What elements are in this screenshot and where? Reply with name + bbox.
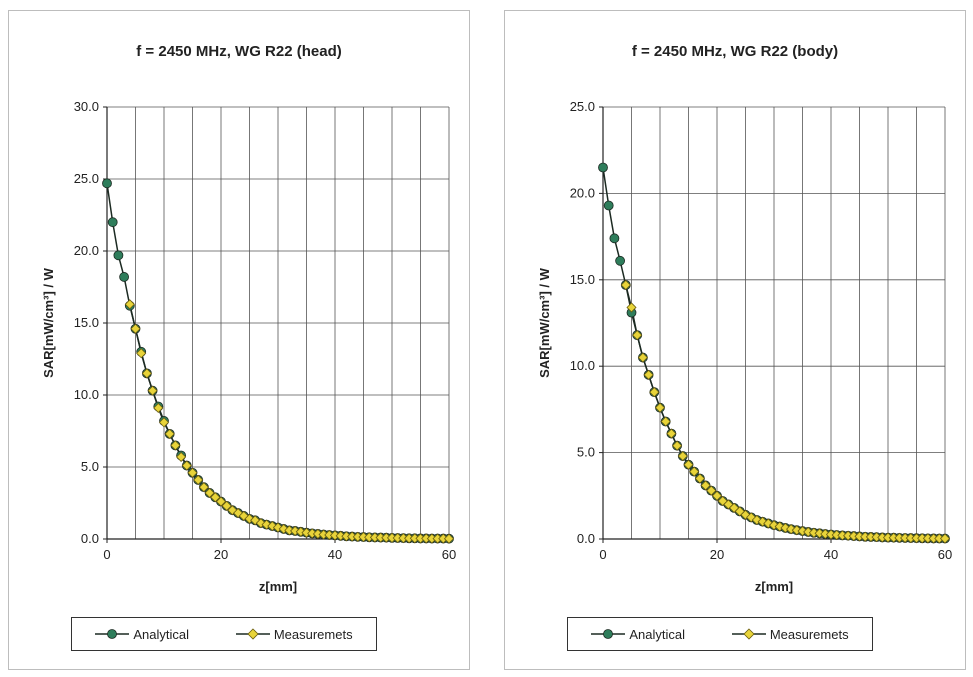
data-point-measuremets [654,402,666,413]
x-tick-label: 20 [214,547,228,562]
data-point-measuremets [124,299,135,310]
data-point-measuremets [706,485,717,496]
data-point-analytical [609,233,620,244]
y-tick-label: 0.0 [81,531,99,546]
x-tick-label: 60 [442,547,456,562]
y-tick-label: 10.0 [74,387,99,402]
x-tick-label: 0 [599,547,606,562]
legend-measuremets-symbol [731,628,766,640]
data-point-measuremets [660,416,671,427]
data-point-measuremets [649,387,660,398]
data-point-measuremets [153,402,164,414]
chart-title: f = 2450 MHz, WG R22 (head) [136,43,342,60]
legend-item-analytical: Analytical [95,627,189,642]
y-tick-label: 25.0 [570,99,595,114]
data-point-measuremets [250,515,261,526]
legend-label: Analytical [133,626,190,642]
legend-label: Analytical [629,626,686,642]
data-point-measuremets [244,513,255,524]
data-point-measuremets [939,533,951,544]
x-tick-label: 20 [710,547,724,562]
y-tick-label: 20.0 [570,185,595,200]
y-tick-label: 5.0 [81,459,99,474]
x-tick-label: 40 [824,547,838,562]
legend-measuremets-symbol [235,628,270,640]
data-point-measuremets [136,348,147,359]
data-point-measuremets [683,459,694,470]
legend-item-measuremets: Measuremets [731,626,849,642]
y-tick-label: 10.0 [570,358,595,373]
chart-title: f = 2450 MHz, WG R22 (body) [631,43,839,60]
data-point-measuremets [170,440,181,451]
x-axis-label: z[mm] [259,579,297,594]
data-point-analytical [119,272,129,282]
data-point-measuremets [626,302,637,313]
data-point-measuremets [187,467,198,478]
plot-area-head: 0.0 5.0 10.0 15.0 20.0 25.0 30.0 0 20 40 60 z[mm] SA… [41,99,456,594]
y-tick-label: 30.0 [74,99,99,114]
plot-area-body: 0.0 5.0 10.0 15.0 20.0 25.0 0 20 40 60 z[mm] SAR[mW… [537,99,952,594]
data-point-measuremets [694,473,705,484]
y-tick-label: 20.0 [74,243,99,258]
data-point-measuremets [637,352,648,363]
data-point-measuremets [204,487,215,498]
data-point-measuremets [176,451,187,462]
series-line-measuremets [625,284,945,540]
legend: Analytical Measuremets [567,617,873,651]
data-point-analytical [107,217,118,228]
data-point-measuremets [700,480,711,491]
data-point-analytical [113,250,124,261]
y-tick-label: 15.0 [570,272,595,287]
x-tick-label: 40 [328,547,342,562]
data-point-measuremets [620,279,631,291]
data-point-measuremets [198,482,209,493]
chart-panel-head: f = 2450 MHz, WG R22 (head) 0.0 5.0 10.0 15… [8,10,470,670]
data-point-measuremets [141,368,152,379]
legend-label: Measuremets [769,626,849,642]
y-axis-label: SAR[mW/cm³] / W [537,267,552,378]
legend-item-analytical: Analytical [591,627,685,642]
y-tick-label: 5.0 [577,445,595,460]
data-point-measuremets [672,440,683,451]
data-point-measuremets [632,330,643,341]
x-tick-label: 0 [103,547,110,562]
data-point-measuremets [181,460,192,471]
data-point-measuremets [221,500,232,511]
y-tick-label: 25.0 [74,171,99,186]
x-tick-label: 60 [938,547,952,562]
data-point-measuremets [643,369,654,380]
legend-label: Measuremets [273,626,353,642]
legend: Analytical Measuremets [71,617,377,651]
data-point-measuremets [158,417,170,428]
data-point-analytical [598,162,608,173]
data-point-measuremets [689,466,700,477]
y-tick-label: 15.0 [74,315,99,330]
data-point-analytical [615,255,625,266]
data-point-measuremets [711,490,723,501]
data-point-analytical [603,200,614,211]
data-point-measuremets [677,450,688,462]
data-point-measuremets [210,492,221,503]
data-point-measuremets [130,323,141,334]
data-point-analytical [102,178,112,189]
data-point-measuremets [164,428,175,439]
data-point-measuremets [193,474,204,486]
data-point-measuremets [443,533,455,544]
data-point-measuremets [147,385,158,396]
legend-analytical-symbol [591,629,626,639]
series-line-measuremets [129,304,450,540]
legend-analytical-symbol [95,629,130,639]
x-axis-label: z[mm] [755,579,793,594]
y-axis-label: SAR[mW/cm³] / W [41,267,56,378]
data-point-measuremets [666,428,677,439]
chart-panel-body: f = 2450 MHz, WG R22 (body) 0.0 5.0 10.0 15… [504,10,966,670]
legend-item-measuremets: Measuremets [235,626,353,642]
data-point-measuremets [215,496,227,507]
y-tick-label: 0.0 [577,531,595,546]
